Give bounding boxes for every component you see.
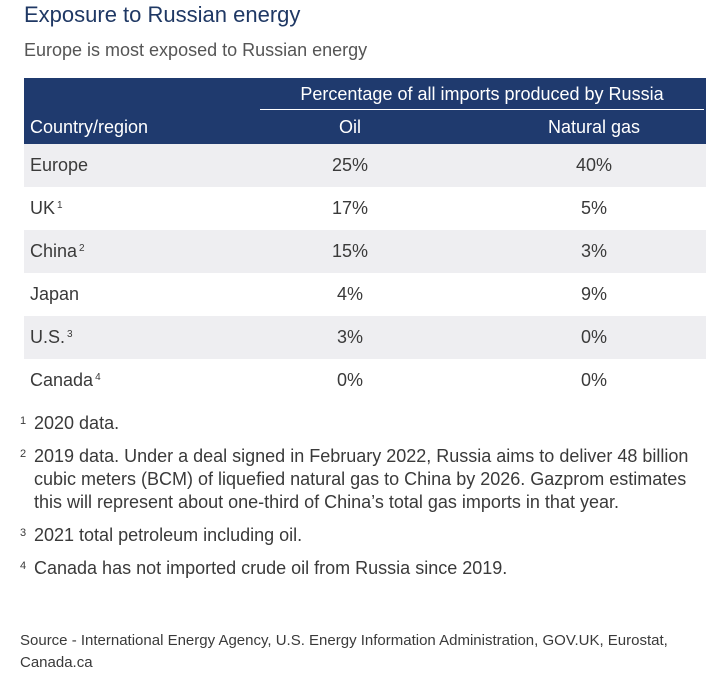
- group-header-rule: [260, 109, 704, 110]
- footnote-mark: 1: [20, 415, 27, 427]
- column-header-oil: Oil: [339, 117, 361, 137]
- footnote-text: Canada has not imported crude oil from R…: [34, 558, 508, 578]
- footnote-ref: 4: [95, 372, 101, 383]
- source-note: Source - International Energy Agency, U.…: [20, 632, 668, 671]
- oil-value: 3%: [336, 327, 363, 347]
- column-header-country: Country/region: [30, 117, 149, 137]
- table-row: UK 1 17% 5%: [24, 187, 706, 230]
- footnote-ref: 2: [79, 243, 85, 254]
- row-country: U.S. 3: [30, 327, 73, 348]
- footnotes: 1 2020 data. 2 2019 data. Under a deal sig…: [20, 412, 710, 590]
- table-header: Percentage of all imports produced by Ru…: [24, 78, 706, 144]
- table-row: Japan 4% 9%: [24, 273, 706, 316]
- chart-subtitle: Europe is most exposed to Russian energy: [24, 40, 368, 60]
- country-label: Canada: [30, 370, 94, 390]
- column-header-gas: Natural gas: [547, 117, 641, 137]
- gas-value: 9%: [580, 284, 607, 304]
- footnote-ref: 3: [67, 329, 73, 340]
- row-country: UK 1: [30, 198, 63, 219]
- footnote-mark: 3: [20, 527, 27, 539]
- oil-value: 0%: [336, 370, 363, 390]
- gas-value: 0%: [580, 327, 607, 347]
- gas-value: 40%: [575, 155, 613, 175]
- country-label: Europe: [30, 155, 89, 175]
- group-header: Percentage of all imports produced by Ru…: [300, 84, 664, 104]
- row-country: China 2: [30, 241, 85, 262]
- table-row: China 2 15% 3%: [24, 230, 706, 273]
- gas-value: 0%: [580, 370, 607, 390]
- energy-table: Percentage of all imports produced by Ru…: [24, 78, 706, 402]
- footnote-ref: 1: [57, 200, 63, 211]
- footnote: 1 2020 data.: [20, 412, 710, 435]
- oil-value: 15%: [331, 241, 369, 261]
- oil-value: 25%: [331, 155, 369, 175]
- oil-value: 4%: [336, 284, 363, 304]
- gas-value: 3%: [580, 241, 607, 261]
- footnote-mark: 4: [20, 560, 27, 572]
- oil-value: 17%: [331, 198, 369, 218]
- table-row: Canada 4 0% 0%: [24, 359, 706, 402]
- table-row: Europe 25% 40%: [24, 144, 706, 187]
- footnote-text: 2020 data.: [34, 413, 120, 433]
- country-label: Japan: [30, 284, 80, 304]
- row-country: Europe: [30, 155, 88, 176]
- table-body: Europe 25% 40% UK 1 17% 5% China 2 15% 3% Japan 4% 9%…: [24, 144, 706, 402]
- footnote-text: 2021 total petroleum including oil.: [34, 525, 303, 545]
- footnote-mark: 2: [20, 448, 27, 460]
- table-row: U.S. 3 3% 0%: [24, 316, 706, 359]
- country-label: U.S.: [30, 327, 66, 347]
- footnote: 3 2021 total petroleum including oil.: [20, 524, 710, 547]
- footnote-text: 2019 data. Under a deal signed in Februa…: [34, 446, 689, 512]
- row-country: Canada 4: [30, 370, 101, 391]
- country-label: UK: [30, 198, 56, 218]
- gas-value: 5%: [580, 198, 607, 218]
- footnote: 2 2019 data. Under a deal signed in Febru…: [20, 445, 710, 514]
- chart-title: Exposure to Russian energy: [24, 2, 301, 27]
- country-label: China: [30, 241, 78, 261]
- row-country: Japan: [30, 284, 79, 305]
- footnote: 4 Canada has not imported crude oil from …: [20, 557, 710, 580]
